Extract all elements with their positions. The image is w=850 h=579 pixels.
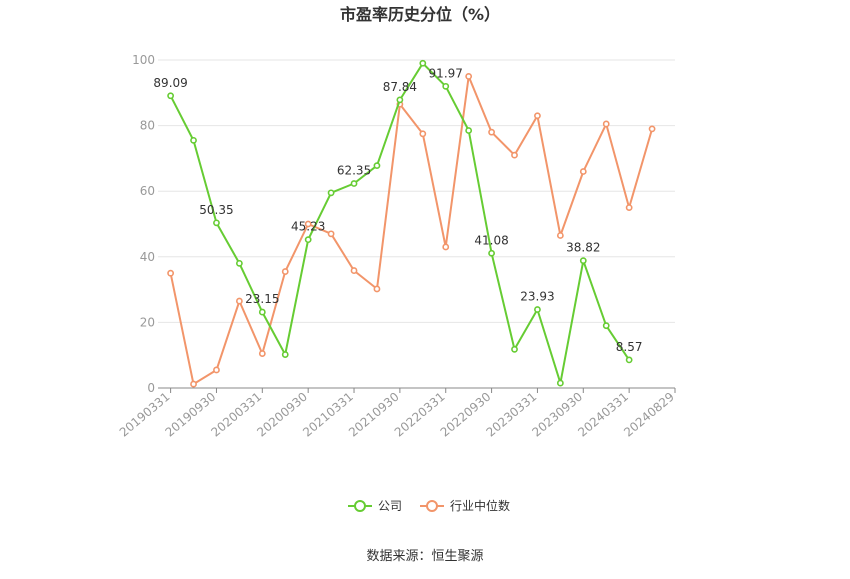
data-point	[602, 322, 610, 330]
data-point	[327, 230, 335, 238]
data-label: 23.15	[245, 292, 279, 306]
series-lines	[167, 59, 656, 388]
data-point	[556, 232, 564, 239]
data-point	[625, 356, 633, 364]
data-labels: 89.09 50.35 23.15 45.23 62.35 87.84 91.97 41.08…	[153, 66, 642, 354]
data-point	[373, 162, 381, 170]
data-point	[419, 59, 427, 67]
data-point	[304, 236, 312, 244]
data-label: 91.97	[429, 66, 463, 80]
data-label: 89.09	[153, 76, 187, 90]
data-point	[258, 308, 266, 316]
data-point	[396, 96, 404, 104]
y-tick-label: 80	[140, 119, 155, 133]
data-point	[465, 73, 473, 80]
legend-item: 行业中位数	[420, 498, 510, 513]
data-point	[511, 151, 518, 159]
data-point	[281, 351, 289, 358]
data-point	[213, 219, 220, 227]
series-line-1	[169, 75, 654, 386]
data-point	[442, 243, 450, 251]
data-label: 8.57	[616, 340, 643, 354]
legend-label: 行业中位数	[450, 498, 510, 513]
data-point	[465, 127, 473, 134]
data-point	[488, 249, 495, 257]
data-point	[625, 204, 633, 211]
data-point	[304, 220, 312, 228]
data-label: 87.84	[383, 80, 417, 94]
data-point	[167, 269, 175, 277]
data-point	[327, 189, 335, 197]
data-point	[258, 350, 266, 357]
data-point	[167, 92, 175, 100]
chart-title: 市盈率历史分位（%）	[340, 5, 500, 24]
data-point	[648, 125, 656, 133]
legend-marker	[426, 500, 438, 512]
data-point	[235, 259, 243, 267]
data-label: 62.35	[337, 163, 371, 177]
data-point	[190, 380, 197, 388]
y-tick-label: 100	[132, 53, 155, 67]
x-tick-label: 20240829	[621, 390, 677, 440]
y-tick-label: 40	[140, 250, 155, 264]
data-label: 45.23	[291, 220, 325, 234]
data-point	[579, 257, 587, 265]
data-point	[281, 268, 289, 275]
legend-item: 公司	[348, 499, 402, 513]
data-point	[556, 379, 564, 387]
data-point	[373, 285, 381, 293]
data-label: 41.08	[474, 233, 508, 247]
data-point	[190, 136, 197, 144]
data-point	[534, 306, 541, 313]
data-point	[235, 297, 243, 305]
legend: 公司 行业中位数	[348, 498, 510, 513]
data-point	[579, 168, 587, 175]
gridlines	[158, 59, 675, 323]
data-label: 50.35	[199, 203, 233, 217]
data-point	[419, 130, 427, 138]
data-point	[511, 345, 518, 353]
data-label: 38.82	[566, 241, 600, 255]
data-point	[350, 267, 358, 274]
source-note: 数据来源：恒生聚源	[366, 549, 483, 564]
data-point	[602, 120, 610, 128]
legend-label: 公司	[378, 499, 402, 513]
y-tick-label: 60	[140, 184, 155, 198]
data-label: 23.93	[520, 290, 554, 304]
data-point	[442, 82, 450, 90]
data-point	[213, 366, 220, 374]
y-tick-label: 20	[140, 315, 155, 329]
data-point	[488, 128, 495, 136]
legend-marker	[354, 500, 366, 512]
y-tick-label: 0	[147, 381, 155, 395]
data-point	[350, 180, 358, 187]
data-point	[534, 112, 541, 120]
